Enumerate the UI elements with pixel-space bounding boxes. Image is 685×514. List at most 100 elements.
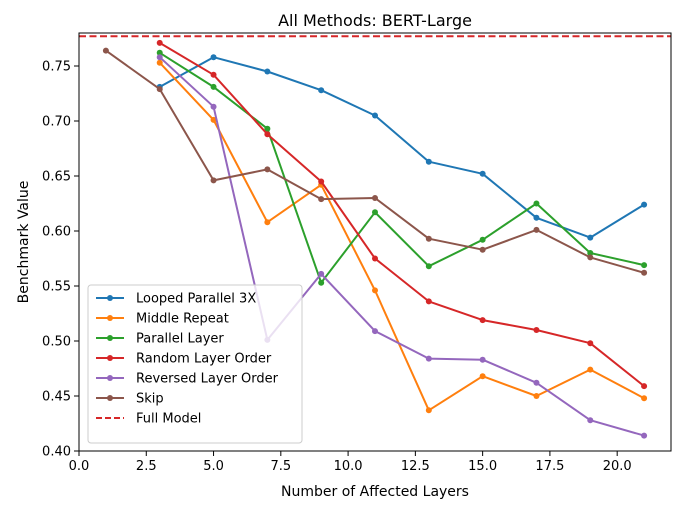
data-point (264, 131, 271, 138)
data-point (425, 158, 432, 165)
legend-label: Middle Repeat (136, 312, 229, 327)
data-point (587, 366, 594, 373)
data-point (318, 87, 325, 94)
data-layer (79, 35, 671, 439)
data-point (425, 355, 432, 362)
data-point (587, 250, 594, 256)
legend: Looped Parallel 3X Middle Repeat Parallel … (87, 284, 303, 444)
x-tick-label: 17.5 (535, 459, 564, 474)
data-point (479, 236, 486, 243)
data-point (372, 328, 378, 335)
y-tick-label: 0.75 (42, 60, 71, 75)
legend-marker (107, 395, 113, 401)
data-point (641, 201, 648, 208)
x-axis-label: Number of Affected Layers (281, 484, 469, 500)
data-point (641, 262, 648, 269)
series-line (159, 51, 645, 284)
data-point (479, 356, 486, 363)
data-point (372, 287, 378, 294)
data-point (533, 393, 540, 399)
legend-label: Full Model (136, 412, 201, 427)
data-point (264, 219, 271, 226)
legend-label: Looped Parallel 3X (136, 292, 256, 307)
legend-label: Reversed Layer Order (136, 372, 279, 387)
plot-frame (78, 32, 672, 452)
data-point (425, 407, 432, 414)
data-point (587, 417, 594, 424)
data-point (210, 83, 217, 90)
data-point (372, 195, 378, 201)
data-point (479, 373, 486, 380)
x-tick-label: 2.5 (136, 459, 157, 474)
data-point (533, 327, 540, 333)
data-point (210, 103, 217, 110)
data-point (210, 54, 217, 61)
data-point (372, 209, 378, 216)
data-point (156, 54, 163, 61)
legend-marker (107, 295, 113, 301)
data-point (425, 263, 432, 270)
data-point (372, 255, 378, 262)
data-point (102, 47, 109, 54)
data-point (425, 235, 432, 242)
data-point (641, 395, 648, 402)
data-point (533, 200, 540, 207)
data-point (533, 379, 540, 386)
legend-marker (107, 375, 113, 381)
data-point (264, 166, 271, 173)
data-point (587, 340, 594, 347)
y-axis-label: Benchmark Value (16, 181, 32, 304)
data-point (264, 125, 271, 132)
axes-layer: 0.0 2.5 5.0 7.5 10.0 12.5 15.0 17.5 20.0 0.40 0.45… (42, 60, 632, 475)
x-tick-label: 7.5 (270, 459, 291, 474)
legend-label: Random Layer Order (136, 352, 272, 367)
data-point (156, 86, 163, 93)
data-point (156, 39, 163, 46)
legend-marker (107, 335, 113, 341)
x-tick-label: 15.0 (468, 459, 497, 474)
data-point (479, 170, 486, 177)
series-line (159, 42, 645, 387)
data-point (210, 71, 217, 78)
legend-label: Parallel Layer (136, 332, 224, 347)
data-point (533, 226, 540, 233)
y-tick-label: 0.70 (42, 115, 71, 130)
y-tick-label: 0.45 (42, 390, 71, 405)
x-tick-label: 12.5 (401, 459, 430, 474)
series-line (159, 62, 645, 412)
data-point (318, 270, 325, 277)
x-tick-label: 0.0 (69, 459, 90, 474)
y-tick-label: 0.60 (42, 225, 71, 240)
chart-title: All Methods: BERT-Large (278, 11, 472, 30)
y-tick-label: 0.55 (42, 280, 71, 295)
data-point (425, 298, 432, 305)
data-point (641, 432, 648, 439)
data-point (318, 178, 325, 185)
legend-label: Skip (136, 392, 164, 407)
data-point (641, 383, 648, 390)
data-point (156, 59, 163, 66)
data-point (479, 246, 486, 253)
x-tick-label: 5.0 (203, 459, 224, 474)
data-point (210, 177, 217, 184)
y-tick-label: 0.40 (42, 445, 71, 460)
data-point (372, 112, 378, 119)
data-point (210, 116, 217, 123)
data-point (264, 68, 271, 75)
data-point (479, 317, 486, 324)
legend-box (87, 284, 303, 444)
data-point (318, 196, 325, 203)
y-tick-label: 0.65 (42, 170, 71, 185)
data-point (318, 279, 325, 286)
x-tick-label: 10.0 (334, 459, 363, 474)
data-point (641, 269, 648, 276)
data-point (533, 214, 540, 221)
data-point (587, 254, 594, 261)
legend-marker (107, 355, 113, 361)
data-point (156, 49, 163, 56)
legend-marker (107, 315, 113, 321)
y-tick-label: 0.50 (42, 335, 71, 350)
data-point (587, 234, 594, 241)
x-tick-label: 20.0 (603, 459, 632, 474)
